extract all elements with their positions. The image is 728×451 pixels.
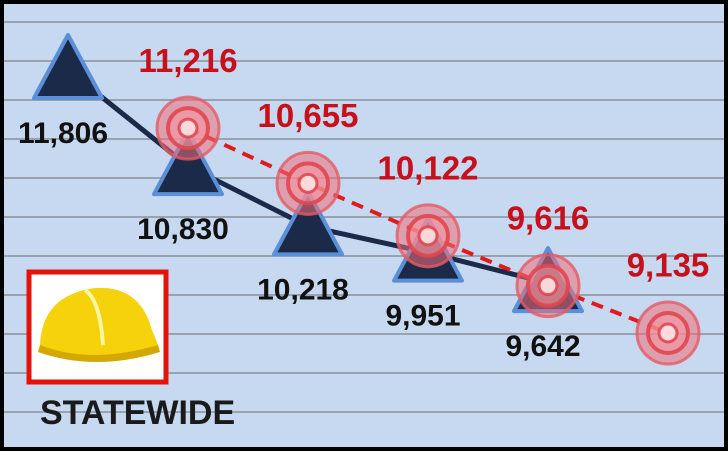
chart: STATEWIDE 11,806 10,830 10,218 9,951 9,642 11… xyxy=(0,0,728,451)
target-label: 10,122 xyxy=(378,150,479,187)
target-ring xyxy=(179,119,197,137)
actual-label: 9,951 xyxy=(385,300,460,333)
target-label: 9,616 xyxy=(507,199,590,236)
target-marker xyxy=(397,205,459,267)
target-label: 10,655 xyxy=(258,97,359,134)
actual-label: 11,806 xyxy=(18,117,108,150)
helmet-icon xyxy=(29,272,166,382)
target-label: 9,135 xyxy=(627,247,710,284)
region-label: STATEWIDE xyxy=(40,394,235,432)
actual-label: 9,642 xyxy=(505,330,580,363)
target-marker xyxy=(517,255,579,317)
target-marker xyxy=(157,97,219,159)
target-ring xyxy=(299,174,317,192)
actual-label: 10,218 xyxy=(257,273,349,306)
target-marker xyxy=(277,152,339,214)
target-ring xyxy=(659,324,677,342)
actual-label: 10,830 xyxy=(137,213,229,246)
target-label: 11,216 xyxy=(138,42,237,79)
target-ring xyxy=(539,277,557,295)
target-ring xyxy=(419,227,437,245)
target-marker xyxy=(637,302,699,364)
